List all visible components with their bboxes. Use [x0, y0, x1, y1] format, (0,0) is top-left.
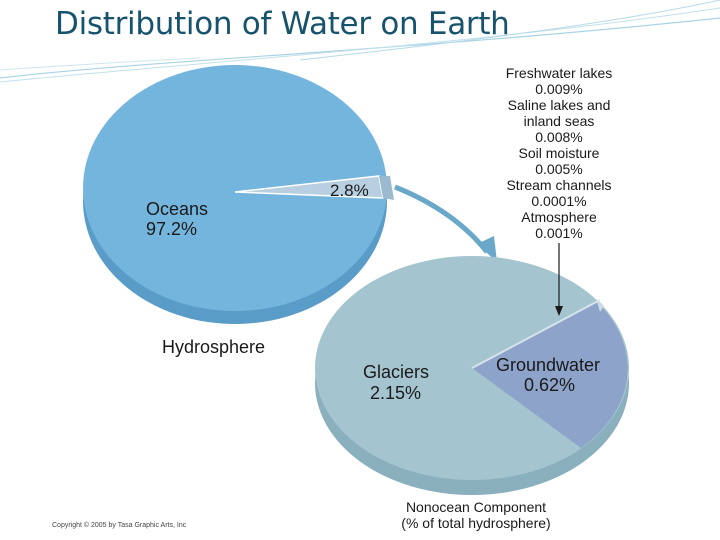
minor-slice-label-2-line-0: Soil moisture [519, 145, 600, 161]
slice-label-groundwater: Groundwater [496, 355, 600, 375]
hydrosphere-pie-title: Hydrosphere [162, 337, 265, 357]
pie-slice-nonocean-extrusion [379, 176, 394, 200]
slice-label-oceans: Oceans [146, 199, 208, 219]
slide-title: Distribution of Water on Earth [55, 6, 510, 42]
minor-slice-label-4-line-1: 0.001% [535, 225, 582, 241]
pie-slice-minor [597, 302, 604, 312]
minor-slice-label-1-line-0: Saline lakes and [508, 97, 611, 113]
connector-arrow [394, 184, 489, 254]
minor-slice-label-0-line-0: Freshwater lakes [506, 65, 613, 81]
minor-slice-label-1-line-2: 0.008% [535, 129, 582, 145]
slice-value-groundwater: 0.62% [524, 375, 575, 395]
copyright-notice: Copyright © 2005 by Tasa Graphic Arts, I… [52, 522, 187, 529]
slice-label-glaciers: Glaciers [363, 362, 429, 382]
minor-slice-label-1-line-1: inland seas [524, 113, 595, 129]
pie-slice-groundwater [472, 302, 628, 448]
slice-value-oceans: 97.2% [146, 219, 197, 239]
nonocean-pie-subtitle: (% of total hydrosphere) [401, 515, 550, 531]
minor-slice-label-0-line-1: 0.009% [535, 81, 582, 97]
nonocean-pie [315, 256, 629, 495]
nonocean-pie-title: Nonocean Component [406, 499, 546, 515]
pie-slice-oceans [83, 65, 387, 311]
slice-value-nonocean: 2.8% [330, 181, 369, 200]
minor-labels-pointer-head [555, 306, 563, 316]
minor-slice-label-2-line-1: 0.005% [535, 161, 582, 177]
minor-slices-sliver [471, 299, 601, 369]
minor-slice-label-3-line-1: 0.0001% [531, 193, 586, 209]
hydrosphere-pie [83, 65, 394, 324]
title-decoration [0, 0, 720, 83]
connector-arrow-head [477, 236, 497, 262]
minor-slice-label-3-line-0: Stream channels [506, 177, 611, 193]
slice-value-glaciers: 2.15% [370, 383, 421, 403]
minor-slice-label-4-line-0: Atmosphere [521, 209, 597, 225]
